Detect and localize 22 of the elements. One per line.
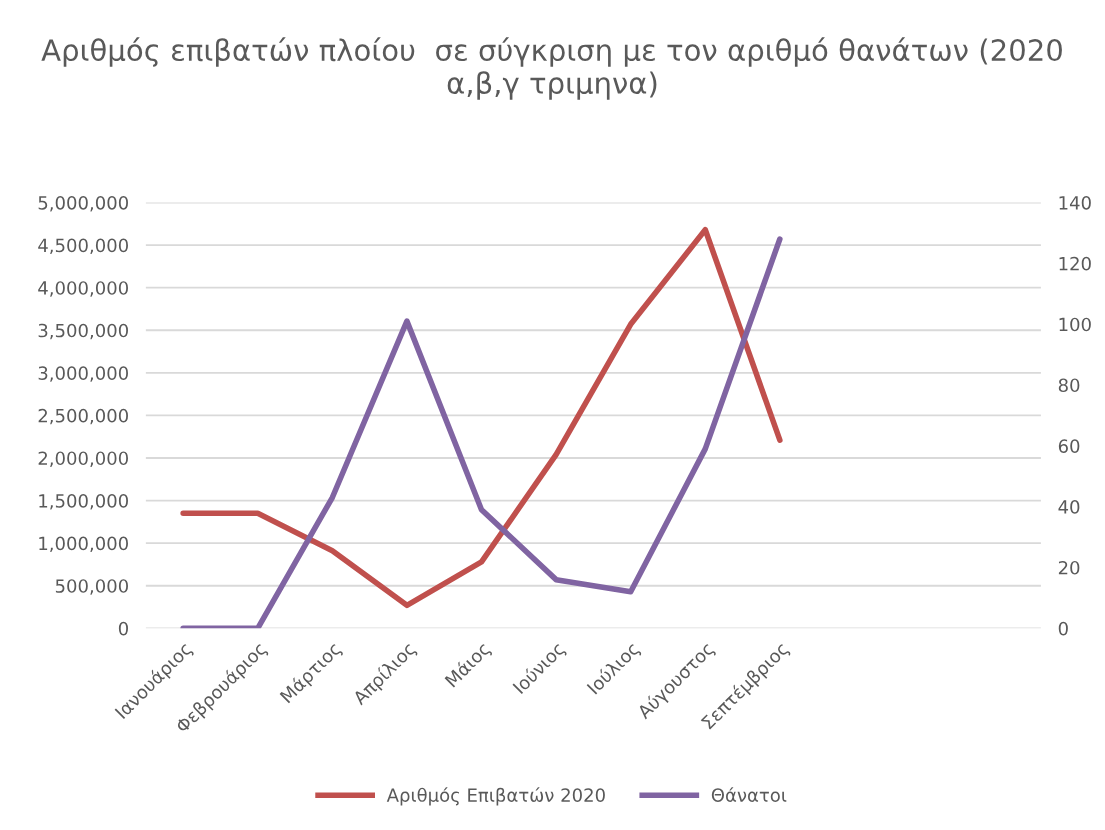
y-tick-label: 4,000,000 xyxy=(38,281,128,297)
y2-tick-label: 80 xyxy=(1058,378,1080,393)
y-tick-label: 1,500,000 xyxy=(39,494,128,510)
y-tick-label: 2,500,000 xyxy=(38,408,128,425)
y2-tick-label: 40 xyxy=(1058,500,1080,514)
y2-tick-label: 60 xyxy=(1058,439,1080,453)
chart-title: Αριθμός επιβατών πλοίου σε σύγκριση με τον αριθμό θανάτων (2020 α,β,γ τριμηνα) xyxy=(41,37,1062,100)
y-tick-label: 0 xyxy=(118,621,128,636)
legend-label: Αριθμός Επιβατών 2020 xyxy=(386,787,605,806)
y2-tick-label: 100 xyxy=(1059,317,1091,332)
y2-tick-label: 20 xyxy=(1058,560,1080,575)
y2-tick-label: 140 xyxy=(1059,195,1091,210)
y-tick-label: 3,000,000 xyxy=(38,366,128,382)
y-tick-label: 2,000,000 xyxy=(38,451,128,467)
y-tick-label: 5,000,000 xyxy=(38,195,128,212)
y-tick-label: 1,000,000 xyxy=(39,536,128,553)
y2-tick-label: 0 xyxy=(1058,621,1068,636)
y2-tick-label: 120 xyxy=(1059,256,1091,271)
y-tick-label: 4,500,000 xyxy=(38,238,128,255)
legend-label: Θάνατοι xyxy=(711,787,787,802)
y-tick-label: 3,500,000 xyxy=(38,323,128,340)
y-tick-label: 500,000 xyxy=(55,579,128,595)
